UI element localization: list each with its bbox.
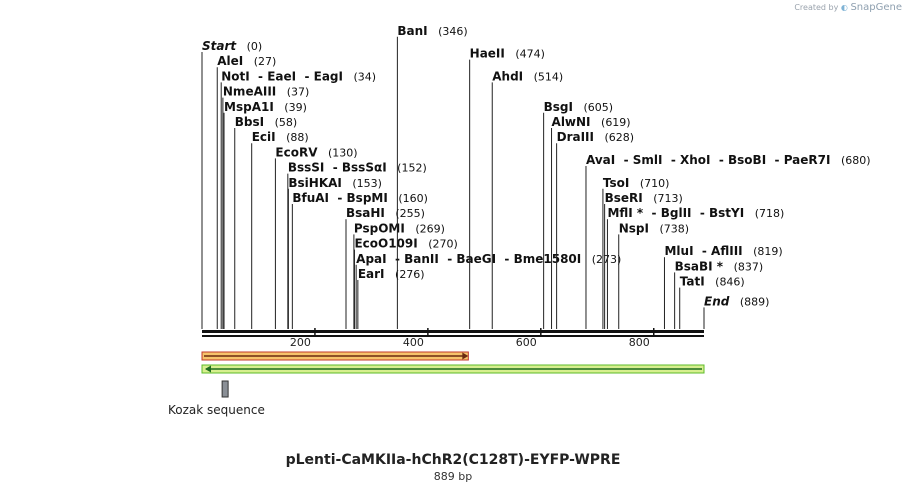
tick-label: 200 [290,336,311,349]
forward-arrow-icon [462,352,469,360]
site-label[interactable]: BsaHI (255) [346,206,425,220]
site-label[interactable]: BanI (346) [397,24,467,38]
map-length: 889 bp [433,470,473,483]
backbone-top-strand [202,330,704,333]
map-title: pLenti-CaMKIIa-hChR2(C128T)-EYFP-WPRE [285,452,621,468]
snapgene-watermark: Created by ◐ SnapGene [794,2,902,13]
site-label[interactable]: AvaI - SmlI - XhoI - BsoBI - PaeR7I (680… [586,153,871,167]
tick-label: 400 [403,336,424,349]
linear-map: 200 400 600 800 Start (0)AleI (27)NotI - Eae… [201,24,871,398]
site-label[interactable]: TatI (846) [680,275,745,289]
snapgene-logo-icon: ◐ [840,3,848,12]
site-label[interactable]: NotI - EaeI - EagI (34) [221,69,376,83]
site-label[interactable]: ApaI - BanII - BaeGI - Bme1580I (273) [356,252,621,266]
site-label[interactable]: AleI (27) [217,54,276,68]
site-label[interactable]: BsgI (605) [544,100,613,114]
site-label[interactable]: DraIII (628) [557,130,634,144]
site-label[interactable]: End (889) [704,294,769,308]
site-label[interactable]: NmeAIII (37) [223,85,309,99]
site-label[interactable]: EarI (276) [358,267,425,281]
kozak-sequence-label[interactable]: Kozak sequence [168,403,265,417]
site-label[interactable]: AlwNI (619) [552,115,631,129]
site-label[interactable]: MflI * - BglII - BstYI (718) [607,206,784,220]
site-label[interactable]: BfuAI - BspMI (160) [292,191,428,205]
site-label[interactable]: HaeII (474) [470,47,545,61]
site-label[interactable]: TsoI (710) [603,176,670,190]
reverse-arrow-icon [205,365,211,373]
site-label[interactable]: BbsI (58) [235,115,297,129]
backbone-bottom-strand [202,335,704,337]
site-label[interactable]: Start (0) [202,39,262,53]
tick-label: 600 [516,336,537,349]
site-label[interactable]: EcoRV (130) [275,145,357,159]
site-label[interactable]: BsaBI * (837) [675,259,764,273]
watermark-brand: SnapGene [850,2,902,13]
site-label[interactable]: AhdI (514) [492,69,563,83]
site-label[interactable]: EciI (88) [252,130,309,144]
site-label[interactable]: BssSI - BssSαI (152) [288,161,427,175]
site-label[interactable]: MspA1I (39) [224,100,307,114]
tick-label: 800 [629,336,650,349]
site-label[interactable]: MluI - AflIII (819) [664,244,782,258]
site-label[interactable]: NspI (738) [619,221,689,235]
site-label[interactable]: PspOMI (269) [354,221,445,235]
site-label[interactable]: EcoO109I (270) [354,237,457,251]
watermark-prefix: Created by [794,3,839,12]
site-label[interactable]: BseRI (713) [605,191,683,205]
site-label[interactable]: BsiHKAI (153) [288,176,382,190]
kozak-sequence-box [221,380,229,398]
